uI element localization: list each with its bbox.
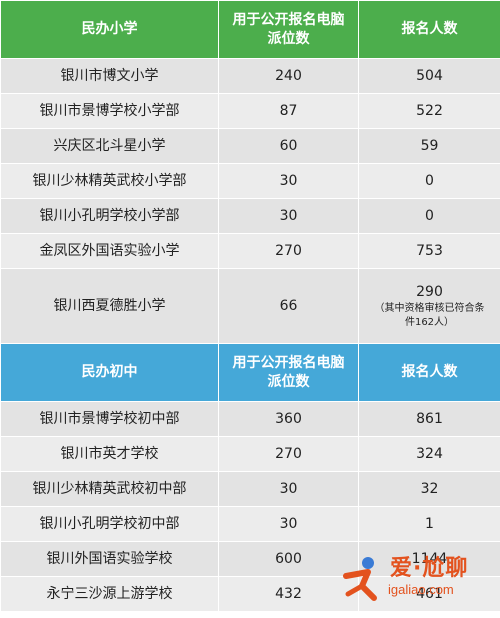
table-row: 永宁三沙源上游学校 432 461: [0, 576, 500, 612]
seat-count: 30: [218, 198, 359, 234]
table-row: 银川市博文小学 240 504: [0, 58, 500, 94]
table-row: 银川外国语实验学校 600 1144: [0, 541, 500, 577]
applicant-count: 0: [358, 198, 500, 234]
table-row: 银川市英才学校 270 324: [0, 436, 500, 472]
applicant-cell: 290 （其中资格审核已符合条件162人）: [358, 268, 500, 344]
primary-header-name: 民办小学: [0, 0, 219, 59]
seat-count: 240: [218, 58, 359, 94]
seat-count: 30: [218, 471, 359, 507]
seat-count: 30: [218, 163, 359, 199]
seat-count: 87: [218, 93, 359, 129]
applicant-count: 32: [358, 471, 500, 507]
table-row: 银川小孔明学校初中部 30 1: [0, 506, 500, 542]
school-name: 兴庆区北斗星小学: [0, 128, 219, 164]
primary-header-seats: 用于公开报名电脑派位数: [218, 0, 359, 59]
applicant-count: 324: [358, 436, 500, 472]
applicant-count: 461: [358, 576, 500, 612]
seat-count: 270: [218, 436, 359, 472]
seat-count: 360: [218, 401, 359, 437]
school-name: 金凤区外国语实验小学: [0, 233, 219, 269]
seat-count: 60: [218, 128, 359, 164]
applicant-count: 0: [358, 163, 500, 199]
school-name: 永宁三沙源上游学校: [0, 576, 219, 612]
school-name: 银川市景博学校初中部: [0, 401, 219, 437]
school-name: 银川少林精英武校小学部: [0, 163, 219, 199]
applicant-count: 59: [358, 128, 500, 164]
seat-count: 30: [218, 506, 359, 542]
school-name: 银川西夏德胜小学: [0, 268, 219, 344]
school-name: 银川市景博学校小学部: [0, 93, 219, 129]
applicant-count: 522: [358, 93, 500, 129]
school-name: 银川小孔明学校初中部: [0, 506, 219, 542]
applicant-count: 753: [358, 233, 500, 269]
table-row: 银川市景博学校小学部 87 522: [0, 93, 500, 129]
table-row: 银川西夏德胜小学 66 290 （其中资格审核已符合条件162人）: [0, 268, 500, 344]
table-row: 兴庆区北斗星小学 60 59: [0, 128, 500, 164]
applicant-count: 1144: [358, 541, 500, 577]
table-row: 金凤区外国语实验小学 270 753: [0, 233, 500, 269]
applicant-count: 1: [358, 506, 500, 542]
primary-header-applicants: 报名人数: [358, 0, 500, 59]
seat-count: 270: [218, 233, 359, 269]
applicant-note: （其中资格审核已符合条件162人）: [374, 303, 485, 328]
applicant-count: 290: [416, 283, 443, 300]
middle-header-name: 民办初中: [0, 343, 219, 402]
school-name: 银川小孔明学校小学部: [0, 198, 219, 234]
table-row: 银川小孔明学校小学部 30 0: [0, 198, 500, 234]
middle-header-applicants: 报名人数: [358, 343, 500, 402]
middle-header-seats: 用于公开报名电脑派位数: [218, 343, 359, 402]
seat-count: 432: [218, 576, 359, 612]
primary-header-row: 民办小学 用于公开报名电脑派位数 报名人数: [0, 0, 500, 59]
applicant-count: 504: [358, 58, 500, 94]
school-name: 银川市博文小学: [0, 58, 219, 94]
table-row: 银川少林精英武校小学部 30 0: [0, 163, 500, 199]
school-name: 银川市英才学校: [0, 436, 219, 472]
seat-count: 66: [218, 268, 359, 344]
table-row: 银川少林精英武校初中部 30 32: [0, 471, 500, 507]
seat-count: 600: [218, 541, 359, 577]
school-name: 银川少林精英武校初中部: [0, 471, 219, 507]
middle-header-row: 民办初中 用于公开报名电脑派位数 报名人数: [0, 343, 500, 402]
table-row: 银川市景博学校初中部 360 861: [0, 401, 500, 437]
applicant-count: 861: [358, 401, 500, 437]
school-name: 银川外国语实验学校: [0, 541, 219, 577]
